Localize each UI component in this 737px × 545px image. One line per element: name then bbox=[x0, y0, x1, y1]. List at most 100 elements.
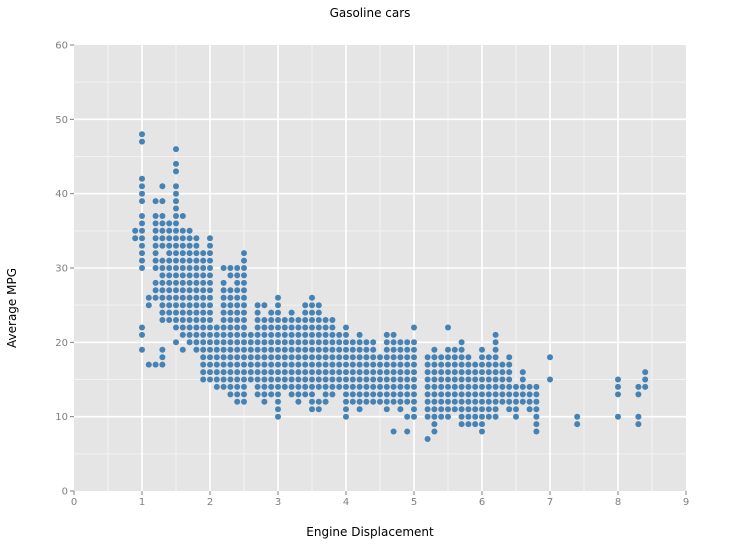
data-point bbox=[315, 398, 322, 405]
data-point bbox=[377, 391, 383, 398]
data-point bbox=[390, 391, 397, 398]
data-point bbox=[234, 398, 241, 405]
data-point bbox=[390, 331, 397, 338]
data-point bbox=[234, 339, 241, 346]
data-point bbox=[336, 354, 343, 361]
data-point bbox=[445, 398, 451, 405]
data-point bbox=[261, 398, 268, 405]
data-point bbox=[173, 272, 179, 279]
data-point bbox=[302, 309, 309, 316]
data-point bbox=[241, 354, 247, 361]
data-point bbox=[186, 331, 193, 338]
data-point bbox=[261, 383, 268, 390]
y-tick-label: 40 bbox=[55, 189, 68, 200]
data-point bbox=[411, 346, 417, 353]
data-point bbox=[492, 398, 499, 405]
data-point bbox=[404, 398, 411, 405]
data-point bbox=[179, 346, 186, 353]
data-point bbox=[343, 398, 349, 405]
data-point bbox=[635, 383, 642, 390]
data-point bbox=[139, 235, 145, 242]
data-point bbox=[615, 383, 621, 390]
data-point bbox=[329, 354, 336, 361]
data-point bbox=[485, 413, 492, 420]
data-point bbox=[465, 413, 472, 420]
data-point bbox=[404, 428, 411, 435]
data-point bbox=[241, 302, 247, 309]
data-point bbox=[220, 376, 227, 383]
data-point bbox=[451, 346, 458, 353]
data-point bbox=[506, 354, 513, 361]
data-point bbox=[356, 339, 363, 346]
data-point bbox=[241, 317, 247, 323]
data-point bbox=[479, 369, 485, 376]
data-point bbox=[485, 354, 492, 361]
data-point bbox=[132, 227, 139, 234]
y-axis: 0 10 20 30 40 50 60 bbox=[55, 41, 74, 498]
data-point bbox=[533, 428, 540, 435]
y-tick-label: 60 bbox=[55, 41, 68, 52]
data-point bbox=[241, 391, 247, 398]
data-point bbox=[458, 383, 465, 390]
data-point bbox=[424, 406, 431, 413]
data-point bbox=[343, 339, 349, 346]
data-point bbox=[363, 369, 370, 376]
data-point bbox=[519, 383, 526, 390]
data-point bbox=[390, 354, 397, 361]
data-point bbox=[288, 331, 295, 338]
data-point bbox=[220, 324, 227, 331]
data-point bbox=[492, 406, 499, 413]
data-point bbox=[288, 309, 295, 316]
data-point bbox=[179, 324, 186, 331]
data-point bbox=[159, 302, 166, 309]
data-point bbox=[254, 339, 261, 346]
data-point bbox=[492, 346, 499, 353]
data-point bbox=[370, 376, 377, 383]
data-point bbox=[173, 279, 179, 286]
data-point bbox=[322, 317, 329, 323]
data-point bbox=[268, 346, 275, 353]
data-point bbox=[234, 391, 241, 398]
data-point bbox=[390, 376, 397, 383]
data-point bbox=[302, 383, 309, 390]
data-point bbox=[261, 302, 268, 309]
data-point bbox=[513, 391, 519, 398]
data-point bbox=[329, 324, 336, 331]
data-point bbox=[193, 339, 200, 346]
data-point bbox=[193, 346, 200, 353]
data-point bbox=[329, 331, 336, 338]
data-point bbox=[159, 294, 166, 301]
data-point bbox=[295, 317, 302, 323]
data-point bbox=[200, 317, 207, 323]
data-point bbox=[309, 309, 315, 316]
data-point bbox=[207, 324, 213, 331]
data-point bbox=[349, 398, 356, 405]
x-axis: 0 1 2 3 4 5 6 7 8 9 bbox=[71, 491, 689, 508]
data-point bbox=[424, 391, 431, 398]
data-point bbox=[139, 220, 145, 227]
data-point bbox=[207, 376, 213, 383]
data-point bbox=[329, 317, 336, 323]
data-point bbox=[213, 324, 220, 331]
data-point bbox=[186, 227, 193, 234]
data-point bbox=[281, 324, 288, 331]
data-point bbox=[179, 309, 186, 316]
data-point bbox=[526, 398, 533, 405]
data-point bbox=[370, 361, 377, 368]
data-point bbox=[336, 383, 343, 390]
data-point bbox=[315, 324, 322, 331]
data-point bbox=[309, 391, 315, 398]
data-point bbox=[207, 346, 213, 353]
data-point bbox=[200, 309, 207, 316]
data-point bbox=[465, 383, 472, 390]
data-point bbox=[322, 324, 329, 331]
data-point bbox=[370, 369, 377, 376]
data-point bbox=[397, 354, 404, 361]
data-point bbox=[472, 391, 479, 398]
data-point bbox=[377, 398, 383, 405]
data-point bbox=[207, 257, 213, 264]
data-point bbox=[479, 413, 485, 420]
data-point bbox=[533, 391, 540, 398]
data-point bbox=[152, 279, 159, 286]
data-point bbox=[207, 242, 213, 249]
